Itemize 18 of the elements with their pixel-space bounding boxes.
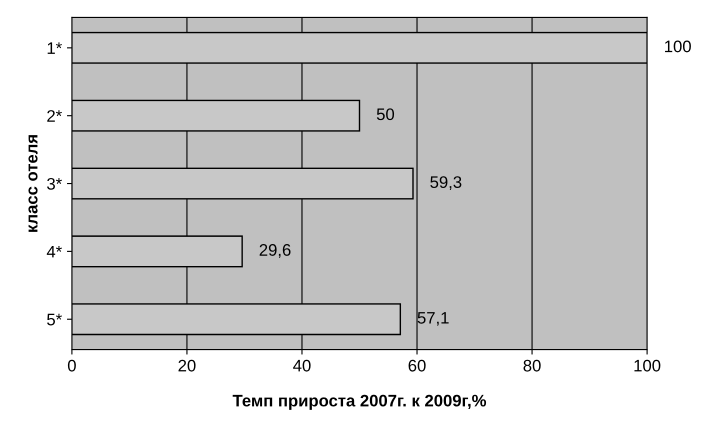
- x-tick-label: 0: [68, 360, 76, 372]
- x-tick-label: 40: [293, 360, 311, 372]
- data-label: 100: [665, 40, 691, 52]
- data-label: 29,6: [260, 244, 291, 258]
- data-label: 50: [376, 108, 394, 120]
- y-tick-label: 2*: [47, 110, 62, 122]
- x-tick-label: 60: [408, 360, 426, 372]
- y-tick-label: 5*: [47, 314, 62, 326]
- data-label: 57,1: [418, 312, 449, 326]
- y-tick-label: 4*: [46, 246, 62, 258]
- y-tick-label: 1*: [48, 42, 62, 54]
- x-tick-label: 20: [178, 360, 196, 372]
- y-tick-label: 3*: [47, 178, 62, 190]
- x-tick-label: 100: [634, 360, 660, 372]
- y-axis-title: класс отеля: [28, 135, 38, 232]
- x-axis-title: Темп прироста 2007г. к 2009г,%: [232, 394, 486, 410]
- x-tick-label: 80: [524, 360, 541, 372]
- data-label: 59,3: [430, 176, 462, 190]
